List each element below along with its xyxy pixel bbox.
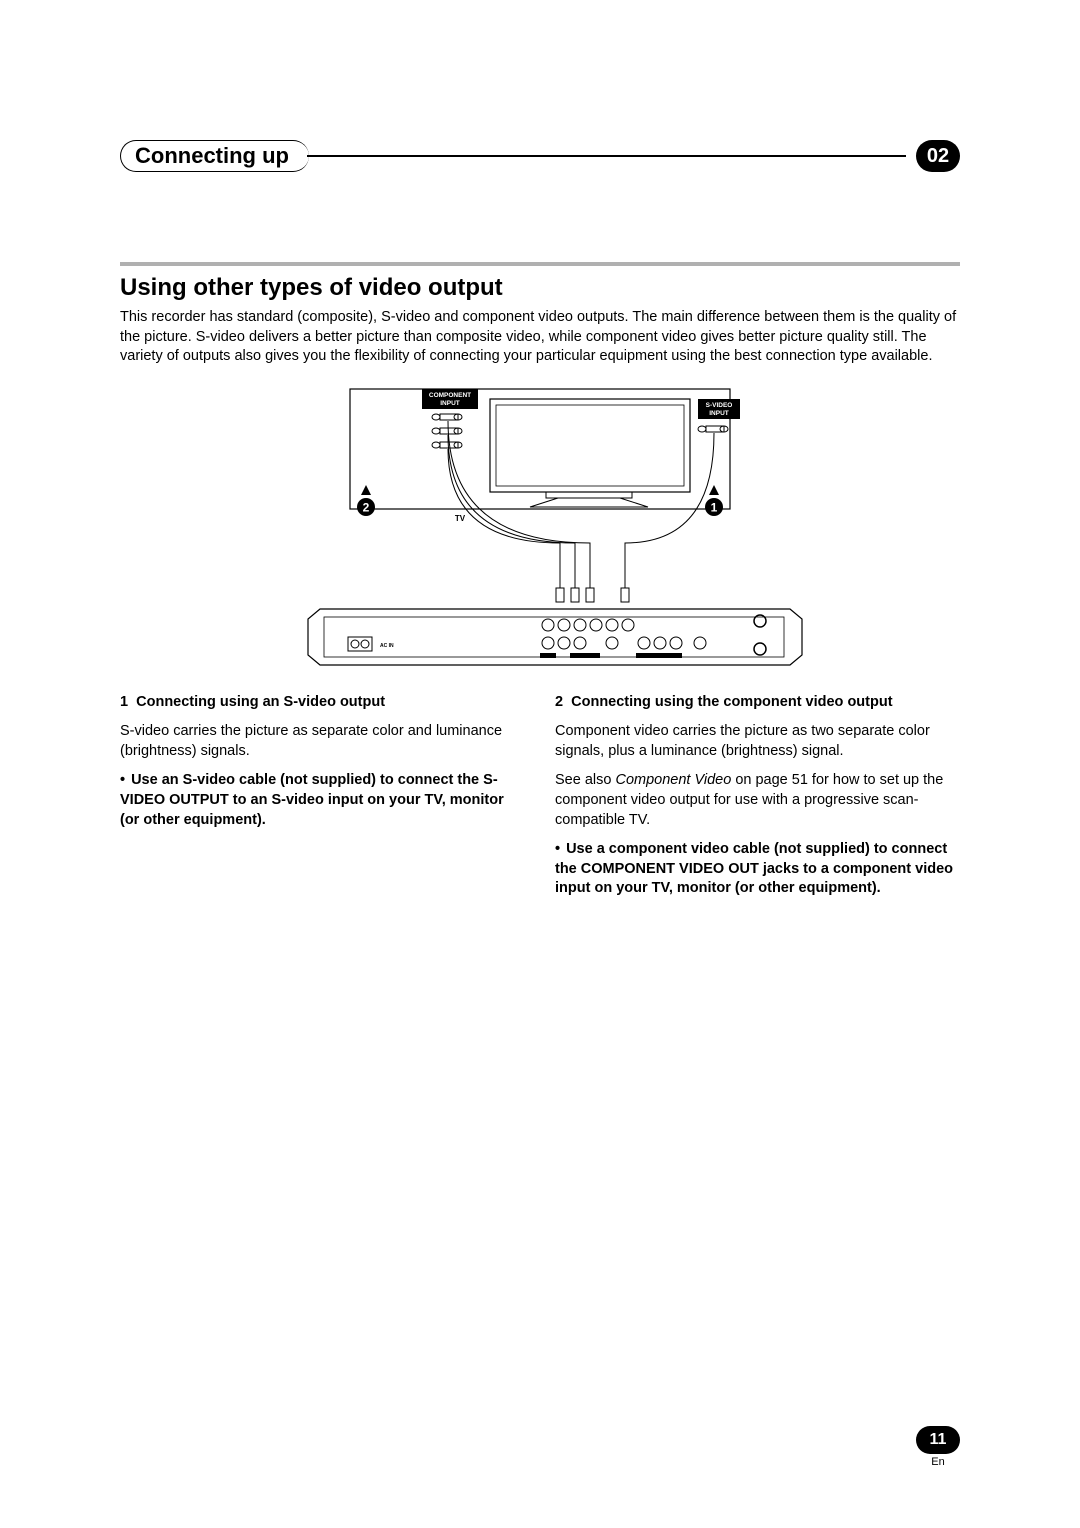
tv-label: TV: [455, 514, 466, 523]
diagram-svg: TV COMPONENT INPUT S-VIDEO INPUT 2 1: [230, 383, 850, 673]
component-jacks-icon: [432, 414, 462, 448]
ac-in-label: AC IN: [380, 643, 394, 649]
right-p2: See also Component Video on page 51 for …: [555, 771, 960, 830]
right-bullet: •Use a component video cable (not suppli…: [555, 840, 960, 899]
section-heading: Using other types of video output: [120, 274, 960, 302]
header-rule: [307, 155, 906, 157]
connection-diagram: TV COMPONENT INPUT S-VIDEO INPUT 2 1: [120, 383, 960, 673]
left-bullet: •Use an S-video cable (not supplied) to …: [120, 771, 525, 830]
page-footer: 11 En: [916, 1426, 960, 1468]
cable-component-2: [448, 435, 575, 593]
arrow-up-icon: [709, 485, 719, 495]
page-header: Connecting up 02: [120, 140, 960, 172]
two-column-body: 1 Connecting using an S-video output S-v…: [120, 693, 960, 909]
marker-2: 2: [363, 500, 370, 514]
left-column: 1 Connecting using an S-video output S-v…: [120, 693, 525, 909]
page-number-badge: 11: [916, 1426, 960, 1454]
arrow-up-icon: [361, 485, 371, 495]
left-subheading: 1 Connecting using an S-video output: [120, 693, 525, 713]
marker-1: 1: [711, 500, 718, 514]
section-intro: This recorder has standard (composite), …: [120, 308, 960, 367]
header-title-wrap: Connecting up: [120, 140, 906, 172]
section-divider: [120, 262, 960, 266]
chapter-number-badge: 02: [916, 140, 960, 172]
svg-text:INPUT: INPUT: [440, 400, 460, 407]
svideo-input-label: S-VIDEO: [706, 402, 733, 409]
right-column: 2 Connecting using the component video o…: [555, 693, 960, 909]
right-p1: Component video carries the picture as t…: [555, 722, 960, 761]
svideo-jack-icon: [698, 426, 728, 432]
cable-svideo: [625, 433, 714, 593]
left-p1: S-video carries the picture as separate …: [120, 722, 525, 761]
svg-text:INPUT: INPUT: [709, 410, 729, 417]
recorder-rear-panel: AC IN: [308, 609, 802, 665]
page-language: En: [916, 1456, 960, 1468]
component-input-label: COMPONENT: [429, 392, 471, 399]
chapter-title: Connecting up: [120, 140, 309, 172]
right-subheading: 2 Connecting using the component video o…: [555, 693, 960, 713]
